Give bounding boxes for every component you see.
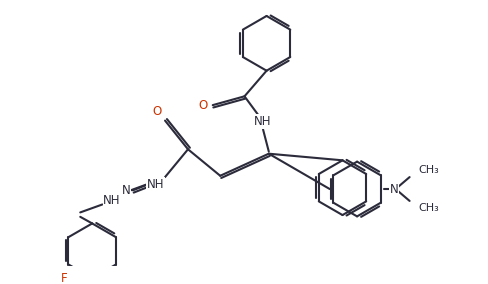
Text: N: N	[389, 183, 398, 195]
Text: CH₃: CH₃	[418, 166, 438, 176]
Text: N: N	[122, 184, 130, 197]
Text: O: O	[198, 99, 207, 112]
Text: CH₃: CH₃	[418, 202, 438, 212]
Text: NH: NH	[103, 194, 121, 206]
Text: O: O	[152, 105, 161, 118]
Text: NH: NH	[146, 178, 164, 191]
Text: F: F	[61, 272, 68, 284]
Text: NH: NH	[254, 115, 271, 128]
